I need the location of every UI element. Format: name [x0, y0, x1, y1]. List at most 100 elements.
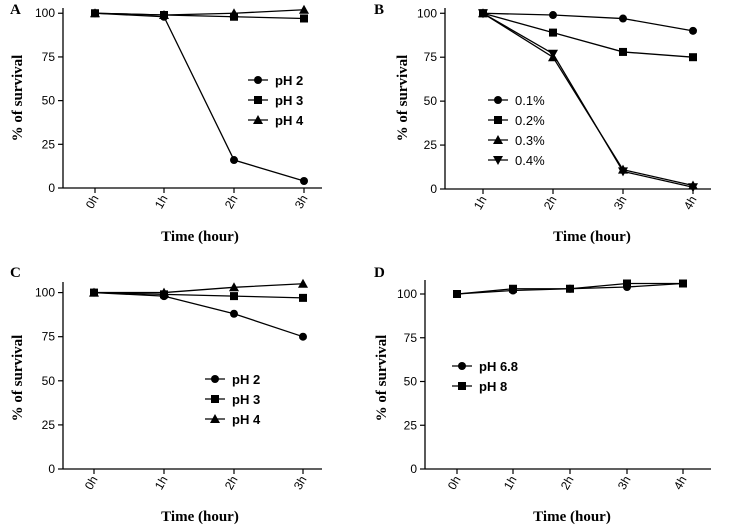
- y-tick-label: 25: [42, 418, 56, 432]
- y-tick-label: 50: [424, 94, 438, 108]
- legend-label: 0.4%: [515, 153, 545, 168]
- y-tick-label: 0: [48, 462, 55, 476]
- x-tick-label: 3h: [611, 194, 630, 213]
- x-tick-label: 4h: [681, 194, 700, 213]
- data-point: [688, 183, 698, 193]
- y-tick-label: 75: [42, 330, 56, 344]
- legend-label: 0.3%: [515, 133, 545, 148]
- legend-marker: [494, 96, 502, 104]
- legend-label: 0.2%: [515, 113, 545, 128]
- legend-marker: [493, 135, 503, 144]
- y-tick-label: 100: [35, 286, 55, 300]
- data-point: [300, 177, 308, 186]
- data-point: [689, 26, 697, 35]
- series-line: [482, 12, 694, 32]
- legend-label: 0.1%: [515, 93, 545, 108]
- data-point: [478, 9, 488, 19]
- x-tick-label: 0h: [83, 193, 102, 212]
- panel-b: B 0 25 50 75 100 1h 2h 3h 4h Time (hour) % of survi…: [374, 2, 711, 245]
- y-tick-label: 0: [48, 181, 55, 195]
- data-point: [90, 8, 100, 18]
- data-point: [679, 279, 687, 288]
- x-tick-label: 2h: [222, 474, 241, 493]
- y-tick-label: 100: [35, 6, 55, 20]
- x-tick-label: 0h: [82, 474, 101, 493]
- legend-label: pH 2: [275, 73, 303, 88]
- x-tick-label: 3h: [291, 474, 310, 493]
- data-point: [89, 287, 99, 297]
- data-point: [229, 8, 239, 18]
- data-point: [549, 28, 557, 37]
- x-tick-label: 1h: [471, 194, 490, 213]
- y-tick-label: 0: [410, 462, 417, 476]
- y-tick-label: 100: [397, 287, 417, 301]
- data-point: [623, 279, 631, 288]
- x-tick-label: 0h: [445, 474, 464, 493]
- x-tick-label: 2h: [541, 194, 560, 213]
- data-point: [509, 284, 517, 293]
- data-point: [159, 287, 169, 297]
- data-point: [298, 278, 308, 288]
- y-tick-label: 75: [42, 50, 56, 64]
- legend: 0.1% 0.2% 0.3% 0.4%: [488, 93, 545, 168]
- legend-marker: [494, 116, 502, 124]
- data-point: [299, 293, 307, 302]
- series-line: [482, 12, 694, 58]
- panel-letter: D: [374, 265, 385, 281]
- data-point: [566, 284, 574, 293]
- legend-label: pH 6.8: [479, 359, 518, 374]
- data-point: [229, 282, 239, 292]
- series-3: [90, 4, 309, 19]
- y-axis-title: % of survival: [10, 335, 26, 422]
- series-line: [94, 12, 305, 182]
- y-tick-label: 50: [42, 374, 56, 388]
- x-tick-label: 1h: [152, 193, 171, 212]
- y-tick-label: 25: [404, 418, 418, 432]
- panel-letter: B: [374, 2, 384, 18]
- data-point: [230, 156, 238, 165]
- y-tick-label: 25: [42, 137, 56, 151]
- panel-a: A 0 25 50 75 100 0h 1h 2h 3h Time (hour) % of survi…: [10, 2, 322, 245]
- y-tick-label: 50: [404, 375, 418, 389]
- legend-label: pH 2: [232, 372, 260, 387]
- data-point: [453, 290, 461, 298]
- series-3: [89, 278, 308, 297]
- x-axis-title: Time (hour): [161, 509, 239, 525]
- data-point: [619, 14, 627, 23]
- legend-marker: [254, 96, 262, 104]
- legend-marker: [458, 362, 466, 370]
- legend: pH 6.8 pH 8: [452, 359, 518, 394]
- y-axis-title: % of survival: [374, 335, 390, 422]
- y-tick-label: 100: [417, 6, 437, 20]
- x-tick-label: 4h: [671, 474, 690, 493]
- series-2: [453, 279, 687, 298]
- legend-marker: [211, 395, 219, 403]
- data-point: [299, 4, 309, 14]
- legend-marker: [210, 414, 220, 423]
- data-point: [300, 14, 308, 23]
- y-tick-label: 25: [424, 138, 438, 152]
- data-point: [548, 49, 558, 59]
- legend-label: pH 3: [275, 93, 303, 108]
- data-point: [230, 292, 238, 301]
- data-point: [549, 11, 557, 20]
- y-tick-label: 75: [424, 50, 438, 64]
- legend-marker: [254, 76, 262, 84]
- x-tick-label: 2h: [558, 474, 577, 493]
- legend-label: pH 4: [275, 113, 304, 128]
- y-tick-label: 75: [404, 331, 418, 345]
- y-axis-title: % of survival: [395, 55, 411, 142]
- legend-label: pH 8: [479, 379, 507, 394]
- data-point: [299, 332, 307, 341]
- y-tick-label: 0: [430, 182, 437, 196]
- data-point: [689, 53, 697, 62]
- data-point: [618, 167, 628, 177]
- data-point: [619, 47, 627, 56]
- data-point: [230, 309, 238, 318]
- series-4: [478, 9, 698, 193]
- series-3: [478, 8, 698, 190]
- legend-marker: [493, 156, 503, 165]
- legend: pH 2 pH 3 pH 4: [205, 372, 261, 427]
- panel-d: D 0 25 50 75 100 0h 1h 2h 3h 4h Time (hour) % of sur…: [374, 265, 711, 525]
- panel-letter: A: [10, 2, 21, 18]
